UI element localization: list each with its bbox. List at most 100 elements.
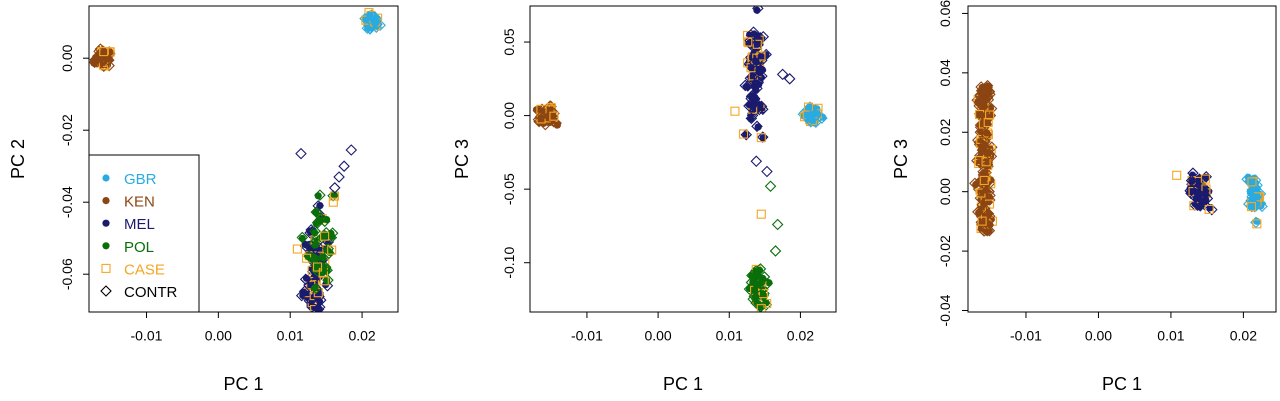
contr-marker xyxy=(750,155,763,167)
contr-marker xyxy=(310,206,323,218)
contr-marker xyxy=(534,110,547,123)
point-ken xyxy=(986,113,994,121)
legend-marker-gbr xyxy=(102,174,110,182)
case-marker xyxy=(1247,177,1257,187)
contr-marker xyxy=(972,134,984,146)
case-marker xyxy=(977,216,987,226)
point-mel xyxy=(306,324,313,331)
case-marker xyxy=(316,324,324,332)
legend: GBR KEN MEL POL CASE CONTR xyxy=(88,154,200,313)
contr-marker xyxy=(761,165,773,178)
contr-marker xyxy=(328,182,341,194)
point-mel xyxy=(743,83,751,91)
point-pol xyxy=(311,241,320,249)
y-axis-title: PC 2 xyxy=(8,139,28,179)
point-gbr xyxy=(1249,194,1258,202)
x-axis-title: PC 1 xyxy=(223,374,263,394)
case-marker xyxy=(327,245,337,255)
contr-marker xyxy=(753,276,766,289)
x-tick-label: -0.01 xyxy=(571,327,603,343)
y-axis-title: PC 3 xyxy=(452,139,472,179)
legend-label-ken: KEN xyxy=(124,194,155,211)
contr-marker xyxy=(979,94,991,106)
point-pol xyxy=(753,281,761,289)
contr-marker xyxy=(972,206,984,218)
contr-marker xyxy=(776,68,789,81)
contr-marker xyxy=(303,324,313,334)
contr-marker xyxy=(764,180,777,192)
contr-marker xyxy=(752,75,764,87)
point-pol xyxy=(759,274,767,283)
case-marker xyxy=(979,175,989,186)
contr-marker xyxy=(296,231,309,244)
contr-marker xyxy=(318,215,331,228)
point-pol xyxy=(311,339,318,346)
contr-marker xyxy=(748,56,761,69)
contr-marker xyxy=(754,263,767,275)
plot-frame xyxy=(967,5,1277,313)
contr-marker xyxy=(319,261,332,274)
point-mel xyxy=(1206,204,1214,212)
case-marker xyxy=(308,337,316,345)
contr-marker xyxy=(310,282,322,295)
legend-marker-contr xyxy=(100,285,112,297)
y-tick-label: -0.10 xyxy=(501,247,517,279)
x-tick-label: 0.02 xyxy=(787,327,814,343)
contr-marker xyxy=(327,189,339,202)
case-marker xyxy=(313,314,321,322)
contr-marker xyxy=(980,128,993,141)
contr-marker xyxy=(314,189,326,201)
contr-marker xyxy=(321,279,334,292)
contr-marker xyxy=(981,79,994,92)
point-mel xyxy=(1202,196,1210,204)
x-tick-label: 0.00 xyxy=(205,327,232,343)
contr-marker xyxy=(298,285,311,298)
y-tick-label: -0.04 xyxy=(59,186,75,218)
contr-marker xyxy=(308,237,320,250)
contr-marker xyxy=(308,338,318,348)
point-pol xyxy=(298,234,306,243)
point-mel xyxy=(758,53,766,61)
x-tick-label: -0.01 xyxy=(131,327,163,343)
contr-marker xyxy=(984,194,996,206)
contr-marker xyxy=(783,73,796,85)
y-tick-label: 0.02 xyxy=(937,118,953,145)
legend-marker-pol xyxy=(102,242,110,250)
y-tick-label: -0.02 xyxy=(937,235,953,267)
y-tick-label: 0.05 xyxy=(501,28,517,55)
legend-label-contr: CONTR xyxy=(124,284,177,301)
case-marker xyxy=(730,106,740,116)
contr-marker xyxy=(981,215,994,227)
point-mel xyxy=(314,304,322,312)
contr-marker xyxy=(748,93,761,105)
case-marker xyxy=(1172,170,1182,180)
case-marker xyxy=(758,289,768,299)
contr-marker xyxy=(316,231,328,244)
point-mel xyxy=(306,329,313,336)
legend-marker-case xyxy=(101,263,111,273)
case-marker xyxy=(328,197,338,207)
x-tick-label: 0.01 xyxy=(1157,327,1184,343)
case-marker xyxy=(756,209,766,219)
y-tick-label: -0.04 xyxy=(937,294,953,326)
point-ken xyxy=(537,114,545,122)
y-tick-label: 0.06 xyxy=(937,0,953,27)
case-marker xyxy=(1252,219,1262,229)
contr-marker xyxy=(976,144,989,156)
contr-marker xyxy=(98,52,110,65)
data-points xyxy=(969,79,1268,237)
case-marker xyxy=(743,37,753,47)
contr-marker xyxy=(333,171,345,183)
y-axis-title: PC 3 xyxy=(891,139,911,179)
contr-marker xyxy=(977,101,989,113)
data-points xyxy=(532,6,828,312)
contr-marker xyxy=(313,301,326,312)
contr-marker xyxy=(771,218,784,231)
x-tick-label: 0.02 xyxy=(348,327,375,343)
data-points xyxy=(89,8,386,348)
contr-marker xyxy=(299,273,312,286)
contr-marker xyxy=(754,64,767,76)
case-marker xyxy=(981,157,991,167)
contr-marker xyxy=(1243,175,1256,188)
